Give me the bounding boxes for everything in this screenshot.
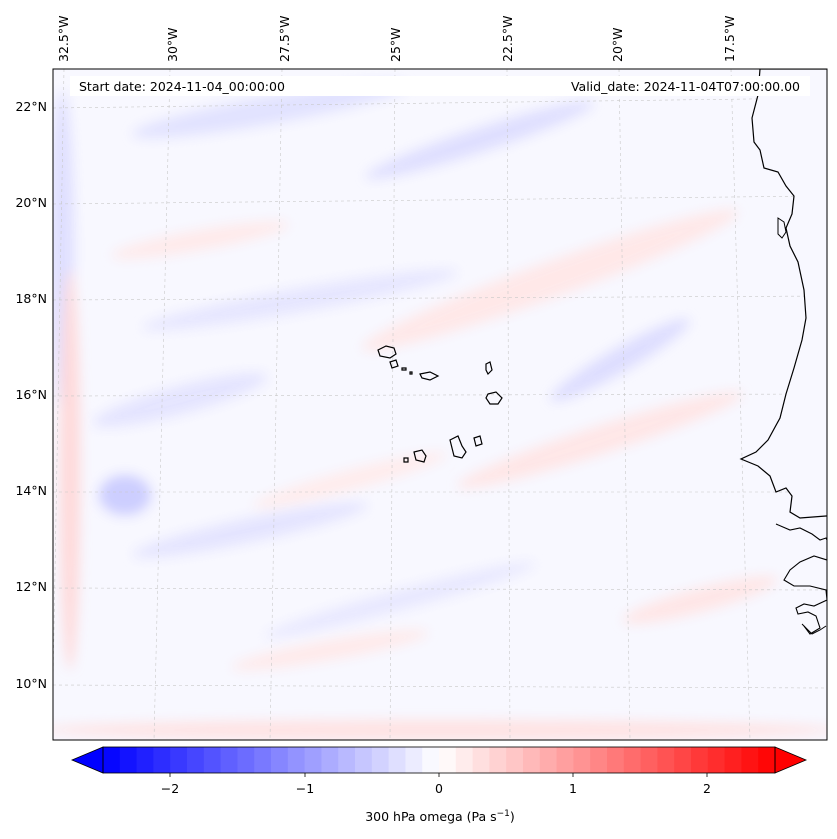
colorbar-segment xyxy=(187,747,205,773)
colorbar-max-extend xyxy=(774,746,808,774)
colorbar-segment xyxy=(254,747,272,773)
colorbar-segment xyxy=(422,747,440,773)
africa-coastline xyxy=(739,69,827,519)
colorbar-segment xyxy=(371,747,390,773)
colorbar-segment xyxy=(355,747,373,773)
colorbar-min-extend xyxy=(70,746,104,774)
colorbar-segment xyxy=(170,747,188,773)
lon-label-30w: 30°W xyxy=(165,27,180,62)
lat-label-10n: 10°N xyxy=(15,676,47,691)
colorbar-segment xyxy=(556,747,574,773)
colorbar-segment xyxy=(472,747,490,773)
colorbar-segment xyxy=(203,747,222,773)
colorbar-segment xyxy=(237,747,255,773)
lat-label-12n: 12°N xyxy=(15,579,47,594)
lon-label-22-5w: 22.5°W xyxy=(500,16,515,62)
colorbar-segment xyxy=(153,747,171,773)
colorbar-segment xyxy=(506,747,524,773)
cbar-tick-neg2: −2 xyxy=(161,781,179,796)
colorbar-segment xyxy=(758,747,776,773)
bijagos-islands xyxy=(801,623,827,635)
colorbar-segment xyxy=(539,747,558,773)
colorbar-segment xyxy=(287,747,306,773)
cbar-tick-0: 0 xyxy=(435,781,443,796)
colorbar: −2 −1 0 1 2 300 hPa omega (Pa s−1) xyxy=(70,746,808,824)
colorbar-segment xyxy=(220,747,238,773)
map-frame xyxy=(52,68,828,741)
graticule xyxy=(53,69,827,740)
cbar-tick-1: 1 xyxy=(569,781,577,796)
colorbar-segment xyxy=(338,747,356,773)
lat-label-22n: 22°N xyxy=(15,99,47,114)
valid-date-label: Valid_date: 2024-11-04T07:00:00.00 xyxy=(571,79,800,94)
lon-label-32-5w: 32.5°W xyxy=(56,16,71,62)
cbar-tick-2: 2 xyxy=(703,781,711,796)
latitude-labels: 22°N 20°N 18°N 16°N 14°N 12°N 10°N xyxy=(15,99,47,691)
colorbar-segment xyxy=(590,747,608,773)
colorbar-segment xyxy=(724,747,742,773)
colorbar-segment xyxy=(304,747,322,773)
coast-fragment xyxy=(777,217,787,239)
colorbar-segment xyxy=(103,747,121,773)
colorbar-segment xyxy=(707,747,726,773)
omega-field xyxy=(53,69,827,740)
colorbar-segment xyxy=(573,747,591,773)
colorbar-segment xyxy=(489,747,507,773)
colorbar-segment xyxy=(674,747,692,773)
colorbar-segment xyxy=(607,747,625,773)
lon-label-25w: 25°W xyxy=(388,27,403,62)
lat-label-20n: 20°N xyxy=(15,195,47,210)
lon-label-17-5w: 17.5°W xyxy=(722,16,737,62)
colorbar-segment xyxy=(623,747,642,773)
colorbar-ticks xyxy=(169,773,708,777)
longitude-labels: 32.5°W 30°W 27.5°W 25°W 22.5°W 20°W 17.5… xyxy=(56,16,737,62)
colorbar-segment xyxy=(321,747,339,773)
colorbar-segment xyxy=(523,747,541,773)
colorbar-segment xyxy=(439,747,457,773)
colorbar-segment xyxy=(455,747,474,773)
colorbar-segment xyxy=(136,747,154,773)
gambia-coast xyxy=(775,523,827,635)
colorbar-segment xyxy=(691,747,709,773)
lat-label-14n: 14°N xyxy=(15,483,47,498)
colorbar-segments xyxy=(103,747,776,773)
colorbar-segment xyxy=(741,747,759,773)
lat-label-16n: 16°N xyxy=(15,387,47,402)
colorbar-label: 300 hPa omega (Pa s−1) xyxy=(365,809,515,824)
colorbar-segment xyxy=(640,747,658,773)
colorbar-segment xyxy=(271,747,289,773)
cbar-tick-neg1: −1 xyxy=(296,781,314,796)
lon-label-20w: 20°W xyxy=(610,27,625,62)
colorbar-segment xyxy=(388,747,406,773)
lat-label-18n: 18°N xyxy=(15,291,47,306)
colorbar-segment xyxy=(657,747,675,773)
cape-verde-islands xyxy=(377,345,503,463)
lon-label-27-5w: 27.5°W xyxy=(277,16,292,62)
start-date-label: Start date: 2024-11-04_00:00:00 xyxy=(79,79,285,94)
colorbar-segment xyxy=(405,747,423,773)
colorbar-segment xyxy=(119,747,138,773)
